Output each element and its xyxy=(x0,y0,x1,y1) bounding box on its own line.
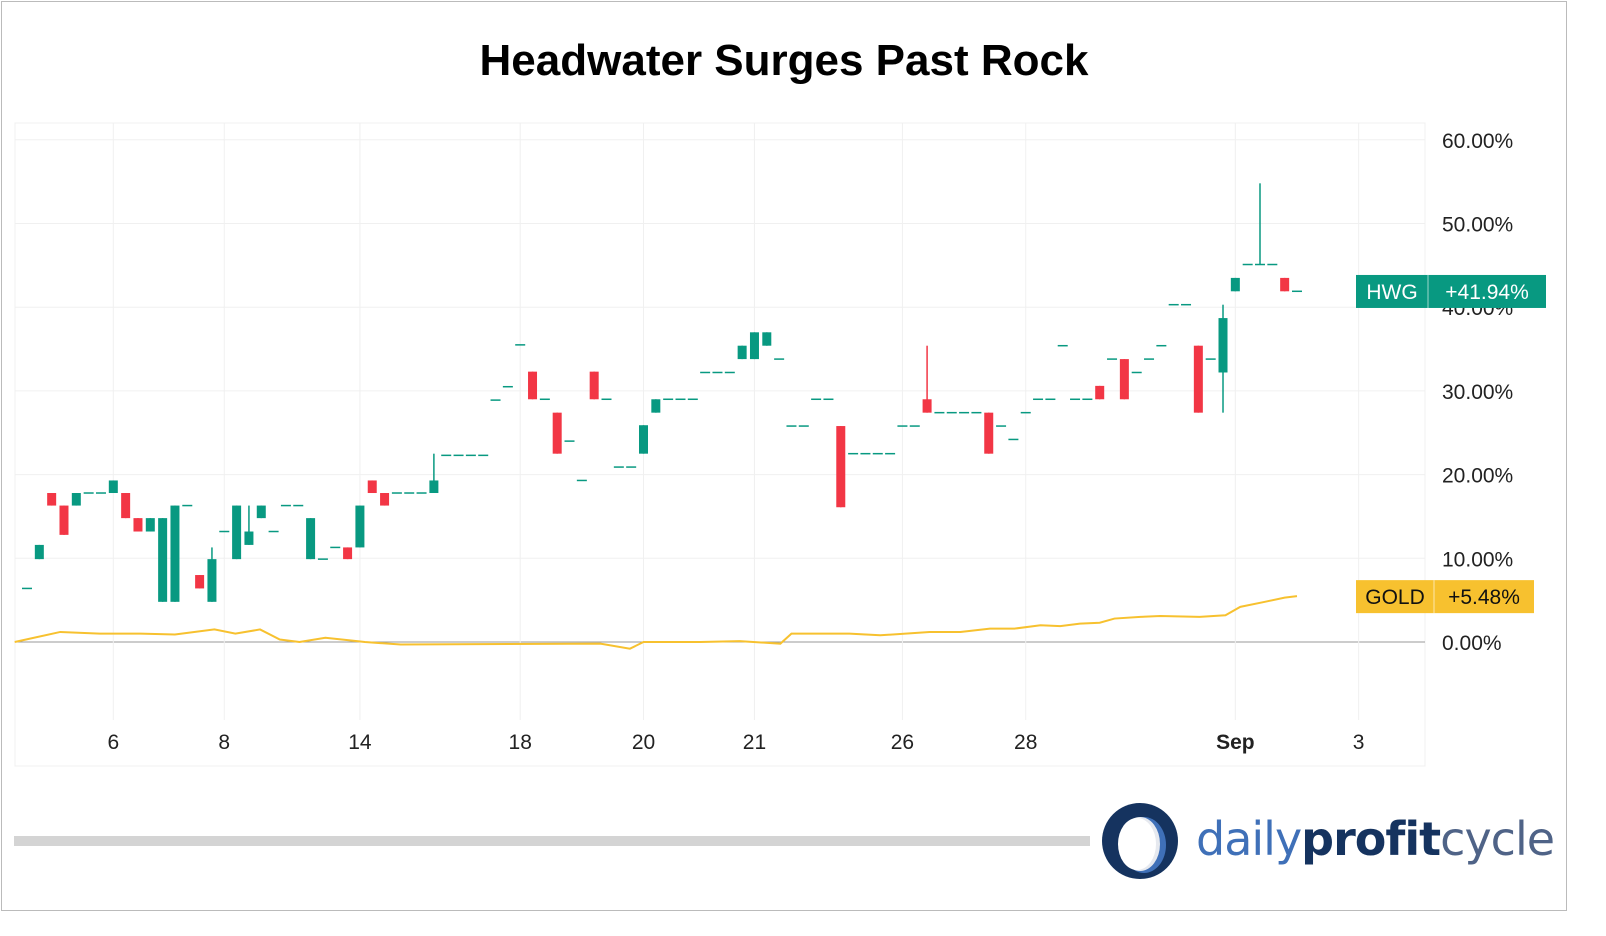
y-tick-label: 20.00% xyxy=(1442,465,1513,488)
logo-part: daily xyxy=(1196,812,1302,866)
candle-body xyxy=(355,505,365,548)
candle-body xyxy=(762,332,772,346)
candle-body xyxy=(133,518,143,532)
chart-title: Headwater Surges Past Rock xyxy=(479,36,1089,85)
candle-body xyxy=(528,371,538,400)
candle-body xyxy=(121,493,131,519)
candle-body xyxy=(71,493,81,506)
candle-body xyxy=(170,505,180,602)
candle-body xyxy=(1193,345,1203,413)
candle-body xyxy=(108,480,118,494)
candle-body xyxy=(306,518,316,560)
x-tick-label: 21 xyxy=(743,731,766,754)
candle-body xyxy=(207,559,217,602)
logo-part: profit xyxy=(1301,812,1441,866)
logo-icon xyxy=(1102,803,1178,879)
y-tick-label: 30.00% xyxy=(1442,381,1513,404)
plot-area xyxy=(14,122,1426,767)
candle-body xyxy=(34,544,44,560)
candle-body xyxy=(749,332,759,360)
x-tick-label: Sep xyxy=(1216,731,1255,754)
candle-body xyxy=(737,345,747,360)
logo-part: cycle xyxy=(1440,812,1555,866)
x-tick-label: 18 xyxy=(509,731,532,754)
y-tick-label: 60.00% xyxy=(1442,130,1513,153)
candle-body xyxy=(145,518,155,532)
candle-body xyxy=(984,412,994,454)
candle-body xyxy=(343,547,353,560)
GOLD-badge-name: GOLD xyxy=(1365,586,1425,609)
x-tick-label: 14 xyxy=(348,731,372,754)
candle-body xyxy=(429,480,439,494)
candle-body xyxy=(59,505,69,535)
HWG-badge xyxy=(1356,274,1546,308)
y-tick-label: 50.00% xyxy=(1442,214,1513,237)
candle-body xyxy=(1095,385,1105,400)
y-tick-label: 0.00% xyxy=(1442,632,1502,655)
HWG-badge-name: HWG xyxy=(1366,281,1417,304)
HWG-badge-value: +41.94% xyxy=(1445,281,1529,304)
GOLD-badge xyxy=(1356,580,1534,614)
logo-wordmark: dailyprofitcycle xyxy=(1196,812,1555,866)
candle-body xyxy=(1230,277,1240,292)
candle-body xyxy=(367,480,377,494)
candle-body xyxy=(552,412,562,454)
candle-body xyxy=(589,371,599,400)
GOLD-badge-value: +5.48% xyxy=(1448,586,1520,609)
chart-frame xyxy=(1,1,1567,911)
y-tick-label: 10.00% xyxy=(1442,548,1513,571)
x-tick-label: 6 xyxy=(107,731,119,754)
x-tick-label: 3 xyxy=(1353,731,1365,754)
candle-body xyxy=(195,575,205,589)
x-tick-label: 28 xyxy=(1014,731,1037,754)
candle-body xyxy=(256,505,266,519)
candle-body xyxy=(639,425,648,454)
gold-line xyxy=(14,595,1298,650)
x-tick-label: 20 xyxy=(632,731,655,754)
candle-body xyxy=(380,493,390,506)
candle-body xyxy=(1218,318,1228,373)
candle-body xyxy=(1280,277,1290,292)
x-tick-label: 26 xyxy=(891,731,914,754)
candle-body xyxy=(47,493,57,506)
candle-body xyxy=(836,426,846,508)
candle-body xyxy=(651,399,661,413)
scrollbar[interactable] xyxy=(14,836,1090,846)
x-tick-label: 8 xyxy=(218,731,230,754)
candle-body xyxy=(244,531,254,545)
candle-body xyxy=(232,505,242,560)
candle-body xyxy=(1119,359,1129,400)
candle-body xyxy=(922,399,932,413)
candle-body xyxy=(158,518,168,602)
